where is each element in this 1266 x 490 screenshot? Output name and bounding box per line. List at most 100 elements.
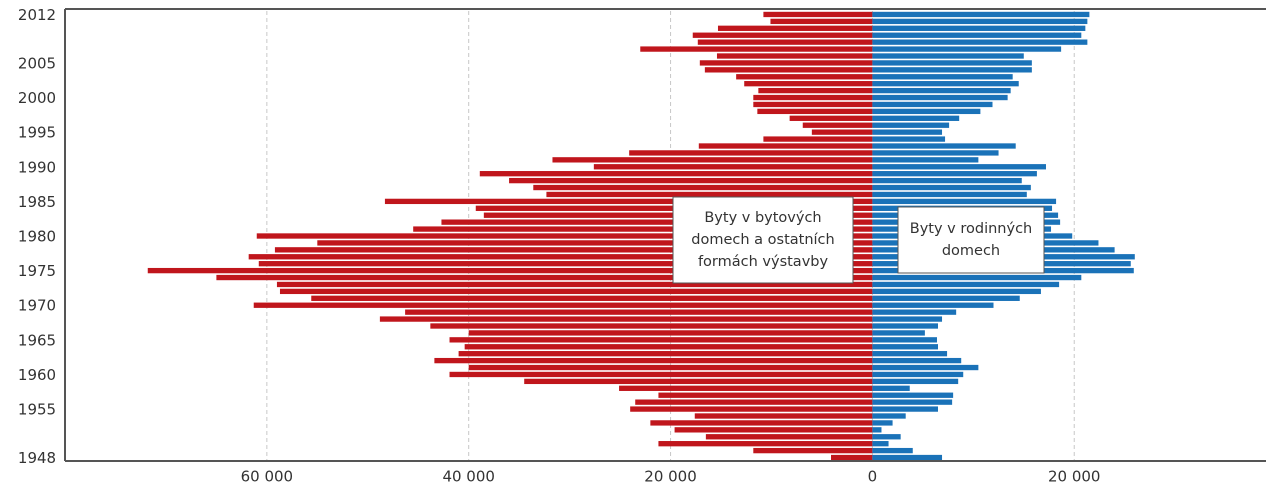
bar — [872, 316, 943, 322]
bar — [635, 399, 873, 405]
bar — [872, 378, 959, 385]
bar — [872, 60, 1032, 66]
y-tick-label: 2012 — [18, 6, 56, 24]
bar — [770, 18, 873, 25]
y-tick-label: 1965 — [18, 331, 56, 349]
bar — [258, 261, 873, 267]
annotation-text: domech a ostatních — [691, 232, 834, 248]
bar — [872, 420, 893, 426]
bar — [872, 344, 938, 350]
bar — [147, 267, 873, 274]
bar — [872, 171, 1037, 177]
bar — [831, 454, 873, 461]
bar — [552, 157, 873, 163]
bar — [694, 413, 873, 419]
bar — [872, 11, 1090, 18]
bar — [872, 67, 1032, 73]
bar — [658, 441, 873, 447]
bar — [753, 101, 873, 108]
bar — [311, 295, 873, 301]
bar — [704, 67, 873, 73]
bar — [716, 53, 873, 59]
annotation-text: domech — [942, 243, 1000, 259]
bar — [872, 143, 1016, 149]
bar — [468, 364, 873, 371]
bar — [276, 281, 873, 288]
bar — [379, 316, 873, 322]
bar — [872, 454, 943, 461]
y-tick-label: 1948 — [18, 449, 56, 467]
bar — [872, 53, 1024, 59]
bar — [479, 171, 873, 177]
bar — [872, 94, 1008, 101]
bar — [872, 115, 960, 121]
bar — [872, 150, 999, 156]
bar — [763, 11, 873, 18]
bar — [872, 129, 943, 135]
annotation-box — [672, 196, 854, 284]
bar — [248, 254, 873, 260]
annotation: Byty v bytových domech a ostatních formách… — [672, 196, 854, 284]
y-tick-label: 1980 — [18, 228, 56, 246]
y-tick-label: 1955 — [18, 401, 56, 419]
bar — [872, 164, 1046, 170]
bar — [872, 302, 994, 308]
bar — [872, 330, 925, 336]
bar — [872, 198, 1057, 205]
bar — [705, 434, 873, 440]
bar — [872, 427, 882, 433]
bar — [763, 136, 873, 142]
bar — [630, 406, 873, 412]
bar — [699, 60, 873, 66]
bar — [692, 32, 873, 38]
bar — [698, 143, 873, 149]
bar — [872, 281, 1060, 288]
y-tick-label: 2000 — [18, 89, 56, 107]
bar — [872, 399, 953, 405]
bar — [789, 115, 873, 121]
y-tick-label: 1960 — [18, 366, 56, 384]
bar — [872, 357, 962, 364]
bar — [546, 191, 873, 198]
bar — [629, 150, 873, 156]
bar — [872, 364, 979, 371]
bar — [872, 157, 979, 163]
y-tick-label: 1970 — [18, 297, 56, 315]
x-tick-label: 40 000 — [442, 468, 495, 486]
bar — [405, 309, 873, 315]
bar — [872, 32, 1082, 38]
bar — [753, 447, 873, 454]
bar — [449, 337, 873, 343]
bar — [872, 81, 1019, 87]
annotation: Byty v rodinných domech — [897, 206, 1045, 274]
bar — [744, 81, 873, 87]
bar — [872, 46, 1062, 52]
bar — [872, 351, 948, 357]
bar — [464, 344, 873, 350]
bar — [274, 247, 873, 253]
x-tick-label: 20 000 — [1048, 468, 1101, 486]
bar — [279, 288, 873, 295]
bar — [872, 288, 1041, 295]
bar — [640, 46, 873, 52]
bar — [317, 240, 873, 246]
bar — [872, 87, 1011, 94]
bar — [593, 164, 873, 170]
bar — [872, 323, 938, 329]
bar — [658, 392, 873, 398]
bar — [253, 302, 873, 308]
y-tick-label: 1985 — [18, 193, 56, 211]
bar — [872, 385, 910, 391]
x-tick-label: 0 — [868, 468, 878, 486]
bar — [802, 122, 873, 128]
y-tick-label: 1995 — [18, 124, 56, 142]
bar — [872, 108, 981, 115]
bar — [872, 371, 964, 378]
bar — [697, 39, 873, 45]
bar — [872, 434, 901, 440]
bar — [674, 427, 873, 433]
y-tick-label: 1990 — [18, 158, 56, 176]
bar — [533, 184, 873, 191]
